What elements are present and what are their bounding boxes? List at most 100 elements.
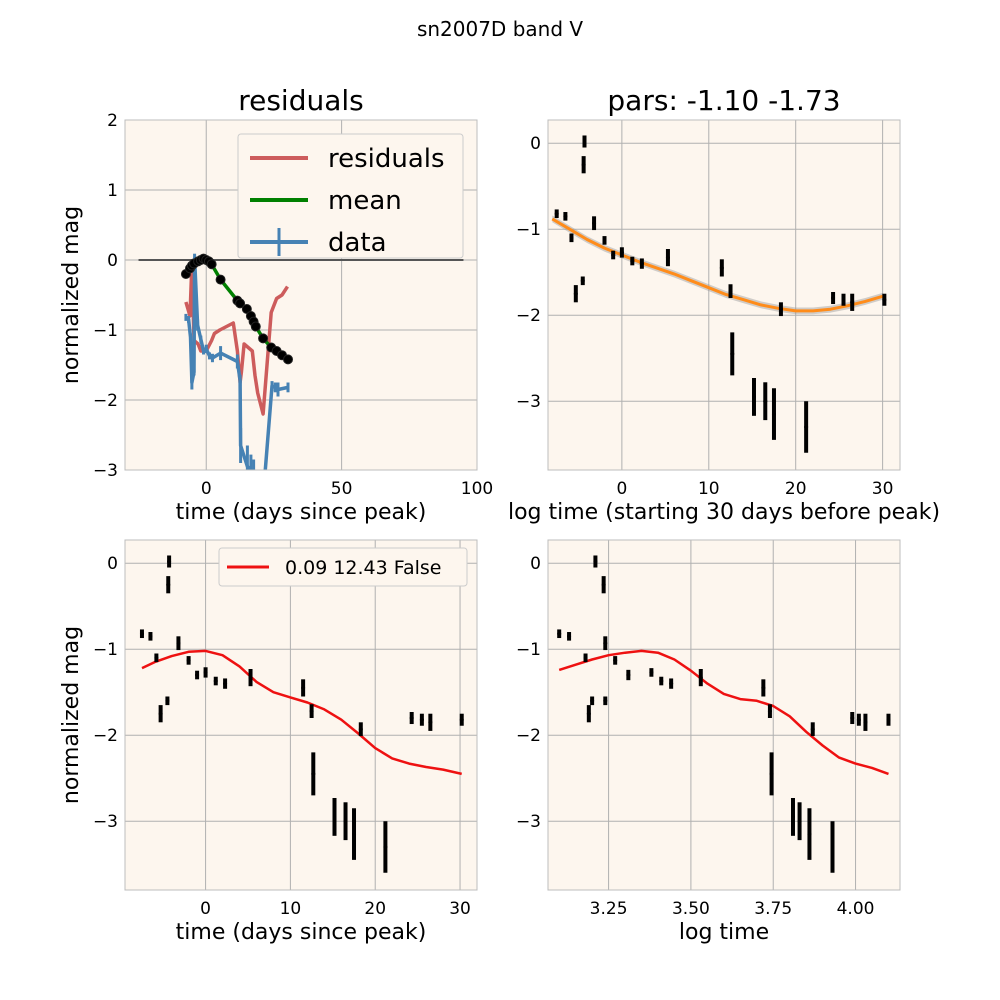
top-left-ytick-label: 0 <box>107 251 118 271</box>
bottom-right-obs-point <box>807 832 812 837</box>
bottom-right-obs-point <box>886 717 891 722</box>
top-right-xtick-label: 10 <box>698 479 720 499</box>
bottom-right-xtick-label: 4.00 <box>837 899 875 919</box>
top-right-obs-point <box>850 300 855 305</box>
top-right-obs-point <box>554 211 559 216</box>
top-left-mean-point <box>215 274 226 285</box>
bottom-right-background <box>548 540 900 890</box>
bottom-right-obs-point <box>601 582 606 587</box>
bottom-left-ytick-label: −2 <box>93 726 118 746</box>
top-left-residuals-line <box>184 261 289 416</box>
top-right-obs-point <box>619 250 624 255</box>
bottom-right-obs-point <box>583 655 588 660</box>
bottom-right-obs-point <box>669 681 674 686</box>
top-right-xlabel: log time (starting 30 days before peak) <box>508 500 940 525</box>
bottom-left-plot-area <box>139 555 464 873</box>
top-left-ytick-label: 1 <box>107 181 118 201</box>
top-right-obs-point <box>592 221 597 226</box>
bottom-right-model-line <box>558 649 889 776</box>
top-right-obs-point <box>778 307 783 312</box>
top-right-obs-point <box>611 253 616 258</box>
bottom-left-obs-point <box>166 582 171 587</box>
bottom-left-obs-point <box>186 658 191 663</box>
bottom-left-xtick-label: 10 <box>280 899 302 919</box>
top-left-plot-area <box>138 253 464 470</box>
bottom-left-frame <box>124 539 478 891</box>
bottom-right-ytick-label: −1 <box>516 640 541 660</box>
bottom-right-obs-point <box>769 771 774 776</box>
bottom-left-obs-point <box>428 720 433 725</box>
top-left-mean-point <box>250 321 261 332</box>
top-right-plot-area <box>551 135 887 453</box>
top-left-ylabel: normalized mag <box>59 206 84 384</box>
bottom-left-xtick-label: 20 <box>364 899 386 919</box>
top-right-obs-point <box>582 139 587 144</box>
bottom-left-obs-point <box>301 685 306 690</box>
bottom-left-ytick-label: −3 <box>93 812 118 832</box>
bottom-left-obs-point <box>409 716 414 721</box>
top-right-fit-line <box>551 217 884 313</box>
top-right-frame <box>547 119 901 471</box>
bottom-right-obs-point <box>659 679 664 684</box>
top-left-legend-box <box>237 133 464 259</box>
top-left-legend-label: mean <box>328 186 402 216</box>
bottom-left-obs-point <box>383 845 388 850</box>
top-left-ytick-label: −2 <box>93 391 118 411</box>
bottom-right-xtick-label: 3.75 <box>754 899 792 919</box>
top-right-obs-point <box>831 296 836 301</box>
bottom-right-ytick-label: −2 <box>516 726 541 746</box>
bottom-right-obs-point <box>790 814 795 819</box>
top-left-frame <box>124 119 478 471</box>
top-left-mean-point <box>283 354 294 365</box>
top-left-title: residuals <box>238 84 364 117</box>
top-left-xtick-label: 100 <box>461 479 493 499</box>
top-right-ytick-label: −3 <box>516 392 541 412</box>
bottom-right-obs-point <box>856 717 861 722</box>
bottom-left-obs-point <box>419 717 424 722</box>
bottom-right-obs-point <box>761 685 766 690</box>
top-left-mean-point <box>258 333 269 344</box>
top-right-obs-point <box>580 278 585 283</box>
bottom-left-obs-point <box>311 771 316 776</box>
figure-suptitle: sn2007D band V <box>417 17 583 41</box>
top-right-obs-point <box>719 265 724 270</box>
top-right-obs-point <box>882 297 887 302</box>
bottom-left-ytick-label: 0 <box>107 554 118 574</box>
bottom-right-obs-point <box>586 711 591 716</box>
top-right-obs-point <box>730 351 735 356</box>
top-left-legend-label: data <box>328 228 387 258</box>
top-left-mean-point <box>206 259 217 270</box>
bottom-left-xtick-label: 0 <box>200 899 211 919</box>
top-right-obs-point <box>728 289 733 294</box>
bottom-left-axes: 0 10 20 30 −3 −2 −1 0 0.09 12.43 False time (days… <box>59 539 478 945</box>
bottom-right-axes: 3.25 3.50 3.75 4.00 −3 −2 −1 0 log time <box>516 539 901 945</box>
bottom-right-obs-point <box>557 631 562 636</box>
bottom-right-plot-area <box>557 555 891 873</box>
bottom-right-obs-point <box>626 673 631 678</box>
top-right-obs-point <box>563 214 568 219</box>
bottom-left-obs-point <box>248 675 253 680</box>
top-right-ytick-label: −1 <box>516 220 541 240</box>
bottom-left-obs-point <box>352 832 357 837</box>
bottom-right-obs-point <box>567 634 572 639</box>
bottom-left-obs-point <box>148 634 153 639</box>
top-right-axes: 0 10 20 30 −3 −2 −1 0 pars: -1.10 -1.73 log time … <box>508 84 940 525</box>
bottom-right-obs-point <box>593 559 598 564</box>
bottom-left-obs-point <box>343 819 348 824</box>
top-left-xtick-label: 50 <box>331 479 353 499</box>
bottom-left-ylabel: normalized mag <box>59 626 84 804</box>
bottom-right-obs-point <box>863 720 868 725</box>
top-right-obs-point <box>751 394 756 399</box>
top-left-xtick-label: 0 <box>201 479 212 499</box>
bottom-right-obs-point <box>649 670 654 675</box>
bottom-right-obs-point <box>810 727 815 732</box>
top-right-xtick-label: 30 <box>872 479 894 499</box>
top-right-obs-point <box>581 162 586 167</box>
bottom-right-xlabel: log time <box>679 920 769 945</box>
top-left-ytick-label: −1 <box>93 321 118 341</box>
bottom-left-model-line <box>141 649 462 776</box>
bottom-left-xlabel: time (days since peak) <box>176 920 427 945</box>
bottom-right-ytick-label: −3 <box>516 812 541 832</box>
top-right-obs-point <box>804 425 809 430</box>
top-right-xtick-label: 20 <box>785 479 807 499</box>
